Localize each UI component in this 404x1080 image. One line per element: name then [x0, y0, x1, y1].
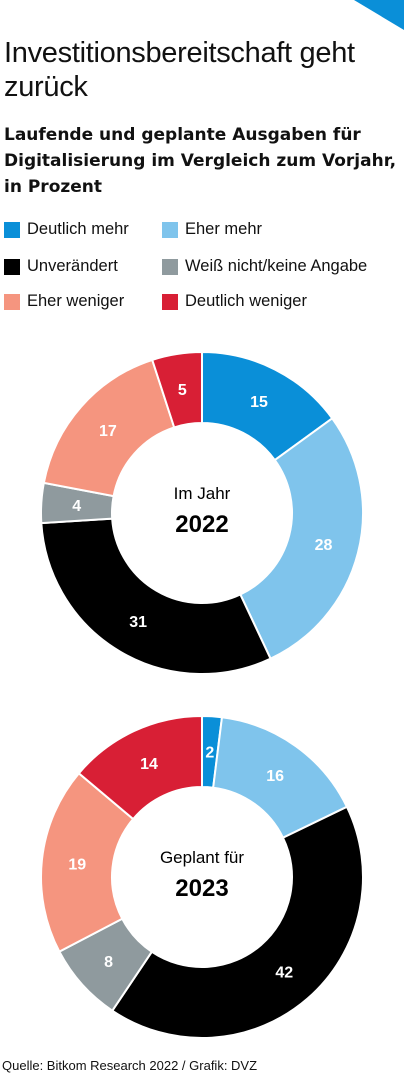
donut-slices — [40, 714, 364, 1039]
slice-value-label: 4 — [72, 498, 81, 515]
legend-item-deutlich-weniger: Deutlich weniger — [162, 292, 307, 311]
legend-swatch — [162, 258, 178, 275]
legend-label: Unverändert — [27, 257, 118, 275]
donut-chart-2023: 2 16 42 8 19 14 Geplant für 2023 — [0, 712, 404, 1042]
donut-slice — [110, 805, 364, 1039]
donut-slice — [77, 714, 203, 821]
legend-swatch — [162, 221, 178, 238]
source-note: Quelle: Bitkom Research 2022 / Grafik: D… — [2, 1058, 258, 1073]
chart-subtitle: Laufende und geplante Ausgaben für Digit… — [4, 125, 397, 197]
legend-label: Deutlich weniger — [185, 292, 307, 310]
slice-value-label: 31 — [129, 614, 147, 631]
legend-swatch — [4, 221, 20, 238]
donut-svg-2023: 2 16 42 8 19 14 Geplant für 2023 — [40, 714, 364, 1039]
slice-value-label: 17 — [99, 423, 117, 440]
chart-title: Investitionsbereitschaft geht zurück — [4, 37, 355, 103]
legend-item-eher-mehr: Eher mehr — [162, 220, 262, 239]
slice-value-label: 8 — [104, 954, 113, 971]
donut-slices — [40, 352, 364, 675]
donut-labels: 2 16 42 8 19 14 — [68, 745, 293, 982]
slice-value-label: 14 — [140, 756, 158, 773]
donut-slice — [150, 352, 203, 429]
slice-value-label: 28 — [315, 537, 333, 554]
center-label: Geplant für — [160, 848, 244, 867]
legend-item-deutlich-mehr: Deutlich mehr — [4, 220, 129, 239]
center-year: 2022 — [175, 511, 228, 538]
center-year: 2023 — [175, 875, 228, 902]
slice-value-label: 19 — [68, 856, 86, 873]
slice-value-label: 2 — [205, 745, 214, 762]
legend-label: Eher mehr — [185, 220, 263, 238]
center-label: Im Jahr — [174, 484, 231, 503]
slice-value-label: 16 — [266, 768, 284, 785]
legend-label: Weiß nicht/keine Angabe — [185, 257, 368, 275]
legend-swatch — [4, 293, 20, 310]
slice-value-label: 5 — [178, 382, 187, 399]
donut-slice — [238, 416, 364, 661]
donut-svg-2022: 15 28 31 4 17 5 Im Jahr 2022 — [40, 352, 364, 675]
donut-slice — [40, 517, 272, 675]
legend-item-weiss-nicht: Weiß nicht/keine Angabe — [162, 257, 367, 276]
legend-label: Deutlich mehr — [27, 220, 129, 238]
legend-item-unveraendert: Unverändert — [4, 257, 118, 276]
corner-accent — [354, 0, 404, 30]
slice-value-label: 42 — [275, 965, 293, 982]
slice-value-label: 15 — [250, 394, 268, 411]
legend-label: Eher weniger — [27, 292, 125, 310]
legend-swatch — [4, 258, 20, 275]
donut-labels: 15 28 31 4 17 5 — [72, 382, 332, 631]
legend-swatch — [162, 293, 178, 310]
legend-item-eher-weniger: Eher weniger — [4, 292, 124, 311]
donut-chart-2022: 15 28 31 4 17 5 Im Jahr 2022 — [0, 352, 404, 682]
